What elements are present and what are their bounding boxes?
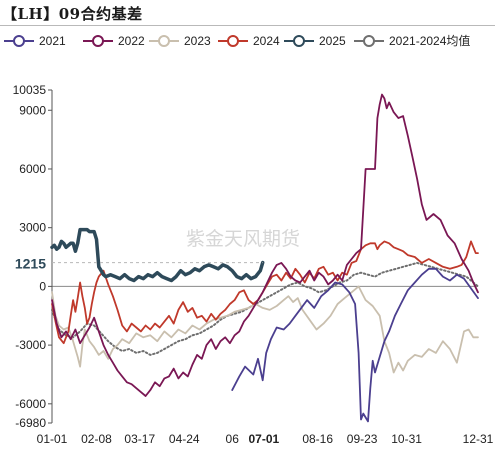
legend-label: 2022 (118, 34, 145, 48)
legend-label: 2024 (253, 34, 280, 48)
y-axis: 10035 9000 6000 3000 0 -3000 -6000 -6980 (13, 83, 53, 430)
x-axis: 01-01 02-08 03-17 04-24 06 07-01 08-16 09-23 10-… (37, 432, 494, 446)
x-tick-label: 02-08 (81, 432, 112, 446)
y-tick-label: 6000 (19, 162, 46, 176)
legend-item-avg: 2021-2024均值 (354, 33, 470, 48)
legend: 2021 2022 2023 2024 2025 2021-2024均值 (4, 33, 470, 48)
x-tick-label: 10-31 (391, 432, 422, 446)
legend-swatch-marker (13, 35, 25, 47)
watermark: 紫金天风期货 (186, 228, 300, 250)
x-tick-label: 04-24 (169, 432, 200, 446)
legend-label: 2021 (39, 34, 66, 48)
legend-swatch-marker (293, 35, 305, 47)
series-line-2024 (51, 240, 479, 345)
y-tick-label: 9000 (19, 103, 46, 117)
legend-item-2023: 2023 (149, 34, 211, 48)
series-line-2021 (231, 267, 479, 423)
x-tick-label: 12-31 (463, 432, 494, 446)
x-tick-label: 03-17 (124, 432, 155, 446)
x-tick-label: 07-01 (248, 432, 279, 446)
legend-label: 2025 (319, 34, 346, 48)
title-bar: 【LH】09合约基差 (0, 0, 495, 26)
y-tick-label: -3000 (15, 338, 46, 352)
y-tick-label: -6980 (15, 416, 46, 430)
x-tick-label: 01-01 (37, 432, 68, 446)
current-value-label: 1215 (15, 256, 46, 272)
y-tick-label: 0 (39, 279, 46, 293)
legend-swatch-marker (363, 35, 375, 47)
series-group (50, 93, 479, 423)
series-line-2025 (50, 227, 265, 283)
legend-item-2025: 2025 (284, 34, 346, 48)
legend-label: 2021-2024均值 (389, 33, 470, 48)
chart-title: 【LH】09合约基差 (2, 5, 143, 23)
y-tick-label: 10035 (13, 83, 47, 97)
series-line-2022 (51, 93, 479, 397)
y-tick-label: 3000 (19, 221, 46, 235)
current-value-marker: 1215 (15, 256, 263, 272)
series-line-avg (51, 261, 479, 356)
x-tick-label: 09-23 (347, 432, 378, 446)
title-divider (0, 25, 495, 26)
legend-swatch-marker (227, 35, 239, 47)
y-tick-label: -6000 (15, 397, 46, 411)
legend-swatch-marker (92, 35, 104, 47)
x-tick-label: 08-16 (302, 432, 333, 446)
legend-item-2024: 2024 (218, 34, 280, 48)
legend-swatch-marker (158, 35, 170, 47)
legend-item-2022: 2022 (83, 34, 145, 48)
x-tick-label: 06 (226, 432, 240, 446)
legend-item-2021: 2021 (4, 34, 66, 48)
legend-label: 2023 (184, 34, 211, 48)
